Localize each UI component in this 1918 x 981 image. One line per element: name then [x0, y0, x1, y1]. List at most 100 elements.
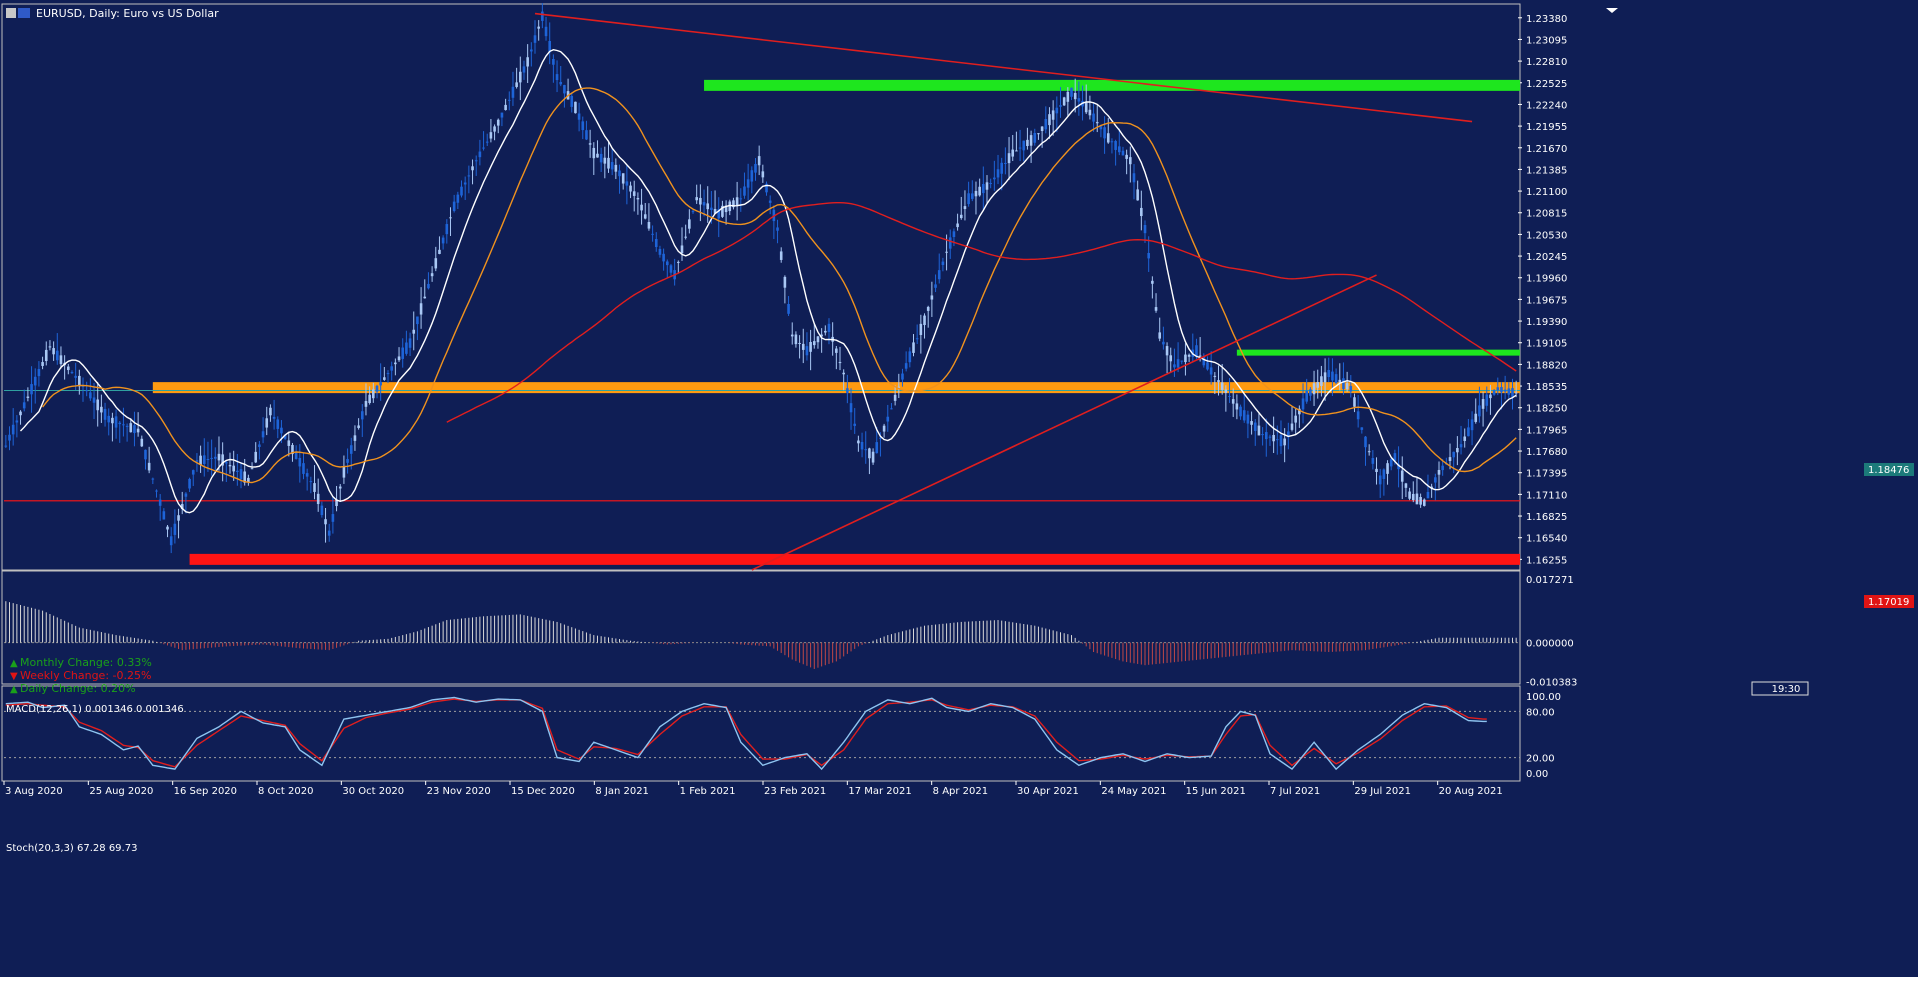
candle [1224, 385, 1228, 412]
candle [629, 181, 632, 199]
candle [805, 332, 809, 361]
candle [107, 408, 111, 436]
candle [1176, 342, 1180, 373]
candle [768, 195, 772, 215]
candle [397, 347, 401, 362]
time-tick-label: 8 Oct 2020 [258, 786, 313, 797]
candle [144, 449, 147, 470]
price-tick-label: 1.23380 [1526, 14, 1567, 25]
candle [1007, 137, 1011, 181]
time-tick-label: 15 Jun 2021 [1186, 786, 1246, 797]
price-tick-label: 1.17110 [1526, 490, 1567, 501]
price-tick-label: 1.18535 [1526, 382, 1567, 393]
candle [643, 202, 647, 220]
candle [1048, 107, 1051, 139]
time-tick-label: 20 Aug 2021 [1439, 786, 1503, 797]
candle [1132, 164, 1136, 200]
candle [926, 305, 930, 328]
uptrend-line[interactable] [751, 274, 1377, 571]
candle [507, 91, 511, 111]
candle [1331, 358, 1334, 397]
downtrend-line[interactable] [534, 12, 1473, 123]
candle [364, 383, 368, 416]
candle [1448, 443, 1452, 470]
candle [33, 368, 37, 404]
candle [706, 186, 710, 223]
candle [441, 235, 445, 250]
candle [1342, 362, 1345, 395]
candle [691, 209, 695, 214]
candle [1125, 149, 1128, 175]
weekly-change: Weekly Change: -0.25% [20, 669, 151, 682]
candle [390, 361, 393, 381]
candle [963, 190, 967, 221]
candle [111, 412, 114, 442]
candle [188, 477, 191, 493]
candle [1301, 383, 1305, 424]
candle [52, 341, 55, 361]
candle [1011, 134, 1015, 161]
candle [258, 440, 261, 460]
candle [1114, 139, 1117, 166]
candle [327, 523, 331, 542]
candle [78, 369, 81, 395]
shift-marker-icon[interactable] [1606, 8, 1618, 13]
candle [1400, 456, 1404, 500]
candle [912, 334, 915, 357]
candle [239, 462, 243, 489]
candle [1106, 118, 1110, 144]
candle [122, 407, 125, 437]
candle [129, 418, 133, 433]
candle [948, 229, 952, 259]
candle [1430, 483, 1433, 498]
candle [298, 444, 302, 483]
candle [1378, 468, 1382, 498]
candle [1246, 410, 1250, 439]
candle [1467, 418, 1470, 437]
candle [221, 442, 224, 482]
candle [103, 402, 107, 427]
candle [790, 322, 794, 345]
stoch-tick-label: 100.00 [1526, 692, 1561, 703]
candle [761, 164, 765, 183]
candle [338, 484, 342, 502]
candle [1070, 87, 1073, 101]
candle [669, 263, 673, 276]
macd-tick-label: 0.017271 [1526, 575, 1574, 586]
candle [930, 281, 934, 317]
candle [493, 124, 496, 141]
candle [324, 508, 327, 543]
candle [1140, 190, 1143, 231]
symbol-title: EURUSD, Daily: Euro vs US Dollar [36, 7, 219, 20]
candle [739, 188, 743, 212]
time-tick-label: 29 Jul 2021 [1354, 786, 1411, 797]
candle [1404, 482, 1408, 498]
horizontal-line-tag[interactable]: 1.17019 [1864, 595, 1914, 608]
candle [596, 140, 599, 158]
candle [779, 247, 783, 263]
candle [721, 200, 724, 218]
candle [482, 131, 485, 151]
candle [305, 468, 309, 491]
candle-timer: 19:30 [1751, 681, 1809, 696]
candle [1136, 180, 1139, 201]
candle [702, 189, 706, 217]
candle [1121, 146, 1125, 156]
candle [1092, 102, 1095, 132]
time-tick-label: 23 Nov 2020 [427, 786, 491, 797]
candle [846, 374, 849, 404]
candle [934, 274, 937, 293]
candle [401, 338, 405, 368]
candle [1496, 377, 1500, 396]
current-price-tag[interactable]: 1.18476 [1864, 463, 1914, 476]
candle [408, 332, 412, 357]
candle [375, 384, 379, 399]
stoch-tick-label: 80.00 [1526, 707, 1555, 718]
candle [1371, 450, 1375, 470]
candle [533, 20, 537, 54]
candle [688, 209, 691, 234]
candle [1110, 138, 1114, 154]
candle [191, 469, 195, 486]
